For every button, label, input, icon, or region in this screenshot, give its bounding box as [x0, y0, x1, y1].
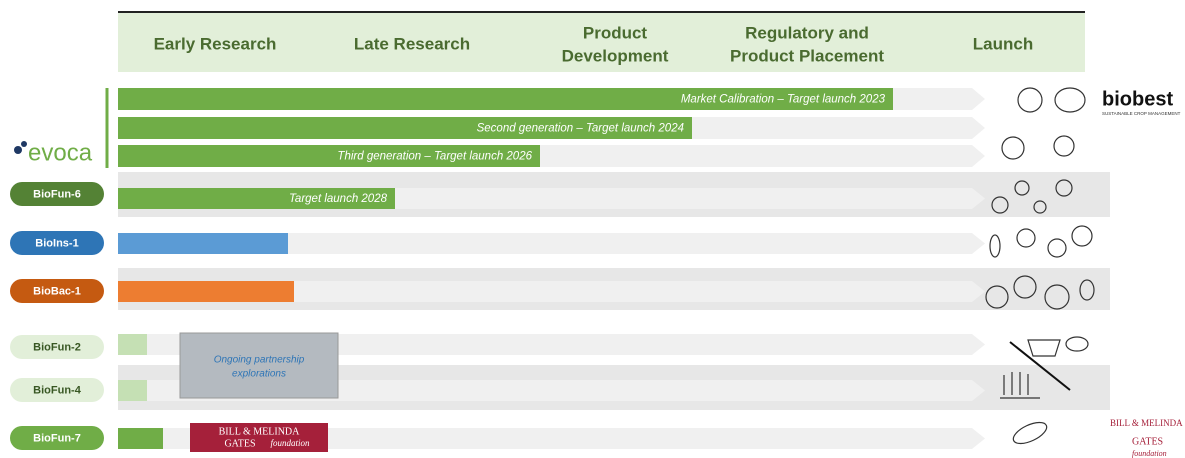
- program-name: BioFun-4: [33, 384, 82, 396]
- progress-bar: [118, 380, 147, 401]
- stage-label: Launch: [973, 34, 1033, 53]
- progress-bar: [118, 334, 147, 355]
- icon: [1002, 137, 1024, 159]
- stage-label: Regulatory and: [745, 23, 869, 42]
- gates-name: BILL & MELINDA: [219, 426, 301, 437]
- bar-label: Market Calibration – Target launch 2023: [681, 94, 886, 106]
- icon: [1010, 418, 1049, 448]
- partnership-text: Ongoing partnership: [214, 355, 305, 366]
- stage-label: Early Research: [154, 34, 277, 53]
- icon: [1017, 229, 1035, 247]
- gates-name: BILL & MELINDA: [1110, 418, 1183, 428]
- icon: [1018, 88, 1042, 112]
- program-name: BioFun-7: [33, 432, 81, 444]
- icon: [1066, 337, 1088, 351]
- icon: [1054, 136, 1074, 156]
- stage-label: Product Placement: [730, 46, 884, 65]
- evoca-logo: evoca: [28, 139, 93, 166]
- crop-icons: Early Research Late Research Product Develo…: [10, 23, 1094, 450]
- progress-bar: [118, 281, 294, 302]
- progress-bar: [118, 233, 288, 254]
- stage-label: Late Research: [354, 34, 470, 53]
- bar-label: Third generation – Target launch 2026: [337, 151, 532, 163]
- biobest-tagline: SUSTAINABLE CROP MANAGEMENT: [1102, 111, 1181, 116]
- biobest-logo: biobest: [1102, 88, 1173, 110]
- program-name: BioIns-1: [35, 237, 78, 249]
- bar-label: Target launch 2028: [289, 193, 388, 205]
- icon: [1028, 340, 1060, 356]
- stage-label: Development: [562, 46, 669, 65]
- partnership-text: explorations: [232, 369, 286, 380]
- evoca-mark: [14, 146, 22, 154]
- program-name: BioFun-6: [33, 188, 81, 200]
- program-name: BioFun-2: [33, 341, 81, 353]
- gates-foundation: foundation: [270, 438, 310, 448]
- bar-label: Second generation – Target launch 2024: [477, 123, 684, 135]
- icon: [1048, 239, 1066, 257]
- gates-name: GATES: [1132, 436, 1163, 447]
- progress-bar: [118, 428, 163, 449]
- icon: [990, 235, 1000, 257]
- gates-name: GATES: [224, 438, 255, 449]
- gates-foundation: foundation: [1132, 449, 1167, 458]
- pipeline-chart: evoca Early Research Late Research Product…: [0, 0, 1185, 458]
- icon: [1055, 88, 1085, 112]
- stage-label: Product: [583, 23, 648, 42]
- evoca-mark: [21, 141, 27, 147]
- program-name: BioBac-1: [33, 285, 81, 297]
- icon: [1072, 226, 1092, 246]
